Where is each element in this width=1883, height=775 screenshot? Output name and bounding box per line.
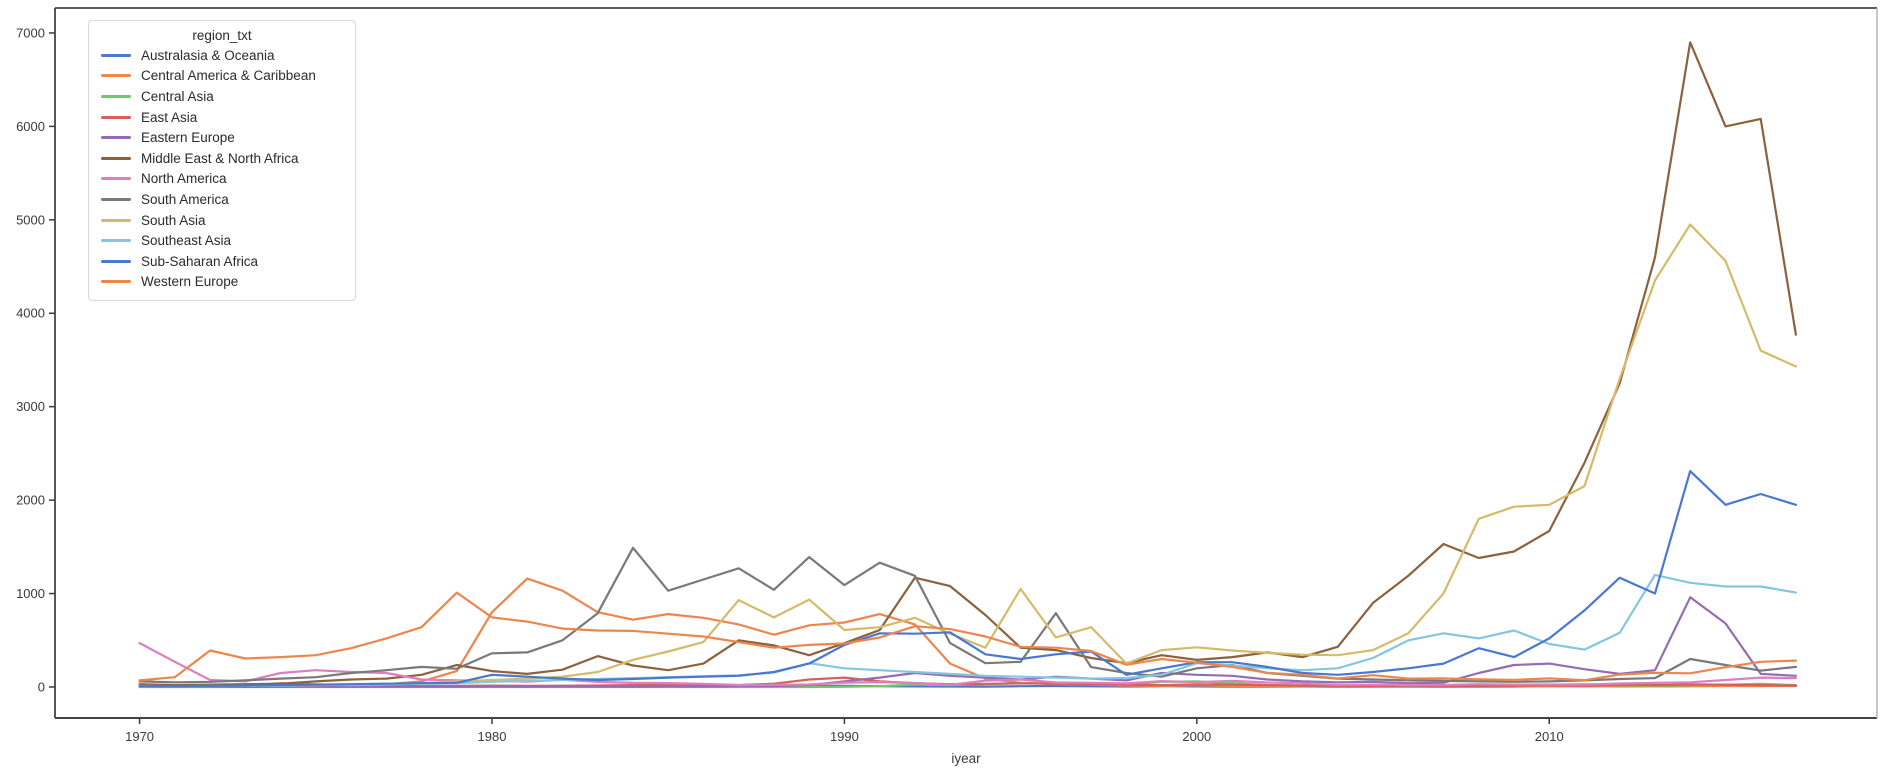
y-tick-label: 6000 xyxy=(16,119,45,134)
series-line-north-america xyxy=(138,641,1798,687)
legend-swatch xyxy=(101,156,131,160)
legend-item: Eastern Europe xyxy=(99,127,345,148)
x-tick-label: 1970 xyxy=(125,729,154,744)
legend-item: South America xyxy=(99,189,345,210)
series-line-middle-east-north-africa xyxy=(138,41,1798,687)
legend: region_txt Australasia & Oceania Central … xyxy=(88,20,356,302)
legend-label: Southeast Asia xyxy=(141,233,232,249)
legend-swatch xyxy=(101,115,131,119)
x-tick-label: 1980 xyxy=(478,729,507,744)
legend-swatch xyxy=(101,280,131,284)
x-tick-label: 1990 xyxy=(830,729,859,744)
series-line-south-america xyxy=(138,546,1798,684)
legend-swatch xyxy=(101,53,131,57)
y-tick-label: 1000 xyxy=(16,586,45,601)
legend-item: East Asia xyxy=(99,107,345,128)
legend-swatch xyxy=(101,74,131,78)
legend-swatch xyxy=(101,94,131,98)
legend-item: North America xyxy=(99,169,345,190)
y-tick-label: 7000 xyxy=(16,25,45,40)
legend-item: Australasia & Oceania xyxy=(99,45,345,66)
y-tick-label: 2000 xyxy=(16,493,45,508)
series-line-western-europe xyxy=(138,591,1798,682)
legend-item: Sub-Saharan Africa xyxy=(99,251,345,272)
legend-item: Western Europe xyxy=(99,272,345,293)
x-tick-label: 2000 xyxy=(1182,729,1211,744)
legend-label: Australasia & Oceania xyxy=(141,47,275,63)
legend-swatch xyxy=(101,218,131,222)
legend-label: Eastern Europe xyxy=(141,130,235,146)
legend-item: South Asia xyxy=(99,210,345,231)
x-tick-label: 2010 xyxy=(1535,729,1564,744)
series-line-sub-saharan-africa xyxy=(138,470,1798,688)
x-axis-label: iyear xyxy=(951,751,981,766)
legend-item: Middle East & North Africa xyxy=(99,148,345,169)
legend-swatch xyxy=(101,259,131,263)
legend-swatch xyxy=(101,197,131,201)
legend-swatch xyxy=(101,136,131,140)
y-tick-label: 4000 xyxy=(16,306,45,321)
legend-label: Sub-Saharan Africa xyxy=(141,253,259,269)
legend-item: Central Asia xyxy=(99,86,345,107)
legend-label: South Asia xyxy=(141,212,206,228)
legend-title: region_txt xyxy=(192,28,252,43)
series-line-eastern-europe xyxy=(138,596,1798,689)
legend-item: Central America & Caribbean xyxy=(99,66,345,87)
y-tick-label: 0 xyxy=(38,679,45,694)
legend-label: East Asia xyxy=(141,109,198,125)
legend-label: North America xyxy=(141,171,227,187)
y-tick-label: 3000 xyxy=(16,399,45,414)
legend-label: Middle East & North Africa xyxy=(141,150,299,166)
y-tick-label: 5000 xyxy=(16,212,45,227)
legend-swatch xyxy=(101,177,131,181)
legend-label: Western Europe xyxy=(141,274,239,290)
legend-label: South America xyxy=(141,191,229,207)
legend-swatch xyxy=(101,239,131,243)
legend-label: Central America & Caribbean xyxy=(141,68,316,84)
legend-label: Central Asia xyxy=(141,88,214,104)
series-line-south-asia xyxy=(138,223,1798,688)
legend-item: Southeast Asia xyxy=(99,230,345,251)
